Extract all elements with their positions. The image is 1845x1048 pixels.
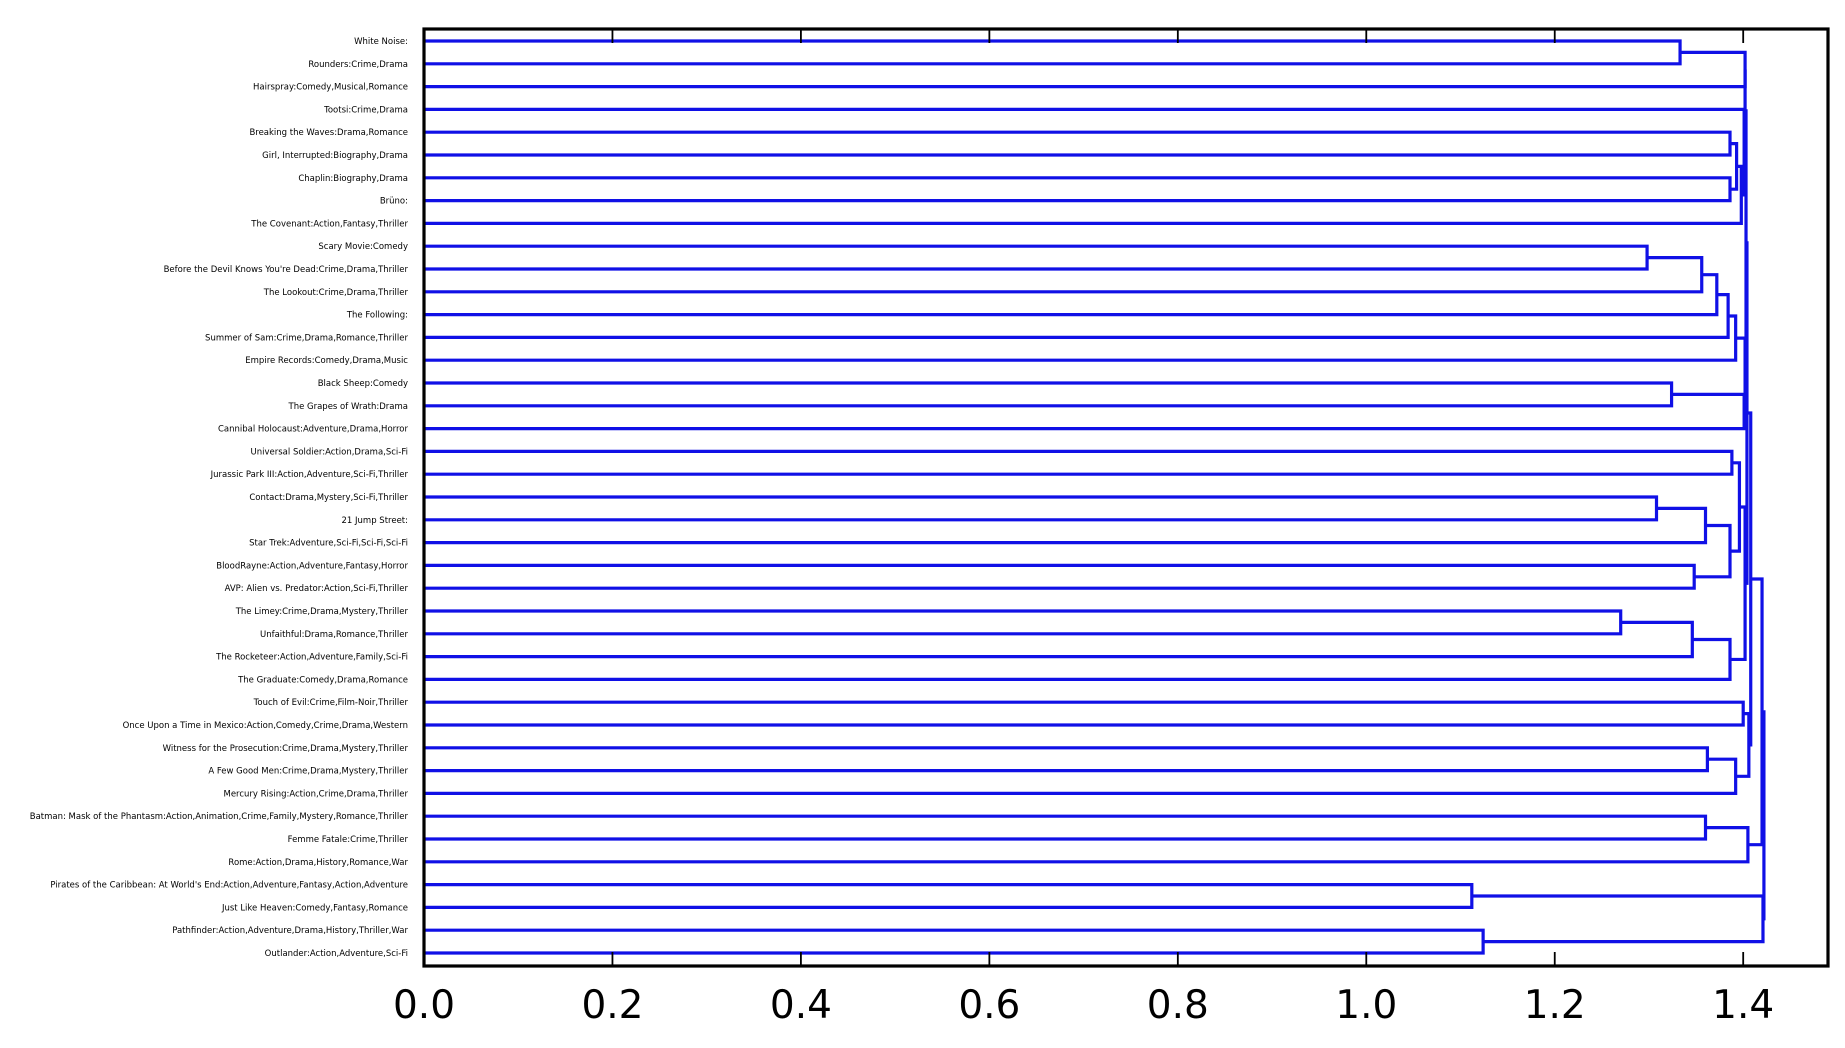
leaf-label: Summer of Sam:Crime,Drama,Romance,Thrill… xyxy=(205,333,408,343)
leaf-label: Breaking the Waves:Drama,Romance xyxy=(249,128,408,138)
dendrogram-link xyxy=(424,39,1682,66)
leaf-label: Brüno: xyxy=(380,197,408,207)
leaf-label: Batman: Mask of the Phantasm:Action,Anim… xyxy=(30,812,409,822)
leaf-labels: White Noise: Rounders:Crime,Drama Hairspra… xyxy=(30,37,409,959)
leaf-label: White Noise: xyxy=(354,37,408,47)
dendrogram-link xyxy=(1694,523,1732,579)
leaf-label: Femme Fatale:Crime,Thriller xyxy=(288,835,409,845)
leaf-label: Tootsi:Crime,Drama xyxy=(323,105,408,115)
dendrogram-link xyxy=(424,381,1674,408)
dendrogram-link xyxy=(424,563,1696,590)
leaf-label: Empire Records:Comedy,Drama,Music xyxy=(245,356,408,366)
leaf-label: Rounders:Crime,Drama xyxy=(308,60,408,70)
dendrogram-link xyxy=(424,757,1738,795)
dendrogram-link xyxy=(1747,577,1764,847)
leaf-label: Once Upon a Time in Mexico:Action,Comedy… xyxy=(123,721,408,731)
leaf-label: Chaplin:Biography,Drama xyxy=(298,174,408,184)
leaf-label: A Few Good Men:Crime,Drama,Mystery,Thril… xyxy=(208,767,408,777)
dendrogram-link xyxy=(1762,710,1766,921)
leaf-label: Universal Soldier:Action,Drama,Sci-Fi xyxy=(251,447,408,457)
x-axis-tick-labels: 0.0 0.2 0.4 0.6 0.8 1.0 1.2 1.4 xyxy=(393,983,1774,1028)
leaf-label: Girl, Interrupted:Biography,Drama xyxy=(262,151,408,161)
dendrogram-link xyxy=(424,928,1485,955)
x-tick-label: 1.2 xyxy=(1524,983,1586,1028)
dendrogram-link xyxy=(424,107,1746,197)
leaf-label: Witness for the Prosecution:Crime,Drama,… xyxy=(163,744,409,754)
dendrogram-link xyxy=(424,746,1709,773)
leaf-label: Hairspray:Comedy,Musical,Romance xyxy=(253,83,408,93)
leaf-label: The Lookout:Crime,Drama,Thriller xyxy=(263,288,409,298)
dendrogram-link xyxy=(1746,411,1753,747)
x-tick-label: 0.6 xyxy=(958,983,1020,1028)
leaf-label: AVP: Alien vs. Predator:Action,Sci-Fi,Th… xyxy=(225,584,409,594)
x-tick-label: 0.2 xyxy=(581,983,643,1028)
leaf-label: Black Sheep:Comedy xyxy=(318,379,408,389)
dendrogram-link xyxy=(424,244,1649,271)
dendrogram-link xyxy=(424,814,1708,841)
dendrogram-link xyxy=(424,164,1743,225)
x-axis-ticks xyxy=(423,29,1745,966)
leaf-label: 21 Jump Street: xyxy=(342,516,408,526)
dendrogram-link xyxy=(424,273,1719,317)
x-tick-label: 0.4 xyxy=(770,983,832,1028)
dendrogram-link xyxy=(424,256,1704,294)
dendrogram-link xyxy=(424,620,1694,659)
leaf-label: Rome:Action,Drama,History,Romance,War xyxy=(228,858,408,868)
dendrogram-link xyxy=(1730,505,1747,662)
dendrogram-link xyxy=(424,637,1732,681)
dendrogram-link xyxy=(424,392,1746,431)
x-tick-label: 0.0 xyxy=(393,983,455,1028)
leaf-label: Contact:Drama,Mystery,Sci-Fi,Thriller xyxy=(249,493,408,503)
leaf-label: Scary Movie:Comedy xyxy=(318,242,408,252)
leaf-label: Mercury Rising:Action,Crime,Drama,Thrill… xyxy=(223,789,408,799)
leaf-label: The Following: xyxy=(346,311,408,321)
leaf-label: The Rocketeer:Action,Adventure,Family,Sc… xyxy=(215,653,408,663)
dendrogram-link xyxy=(424,495,1659,522)
leaf-label: The Covenant:Action,Fantasy,Thriller xyxy=(250,219,408,229)
plot-frame xyxy=(422,27,1830,968)
leaf-label: The Graduate:Comedy,Drama,Romance xyxy=(237,675,408,685)
dendrogram-link xyxy=(424,700,1745,727)
leaf-label: Star Trek:Adventure,Sci-Fi,Sci-Fi,Sci-Fi xyxy=(249,539,408,549)
dendrogram-link xyxy=(1745,241,1749,585)
leaf-label: Pirates of the Caribbean: At World's End… xyxy=(50,881,408,891)
leaf-label: Before the Devil Knows You're Dead:Crime… xyxy=(164,265,409,275)
leaf-label: Touch of Evil:Crime,Film-Noir,Thriller xyxy=(253,698,409,708)
leaf-label: Pathfinder:Action,Adventure,Drama,Histor… xyxy=(172,926,408,936)
dendrogram-link xyxy=(424,506,1708,545)
leaf-label: Unfaithful:Drama,Romance,Thriller xyxy=(260,630,409,640)
dendrogram-link xyxy=(424,176,1732,203)
leaf-label: Outlander:Action,Adventure,Sci-Fi xyxy=(265,949,408,959)
leaf-label: Jurassic Park III:Action,Adventure,Sci-F… xyxy=(210,470,409,480)
dendrogram-link xyxy=(424,449,1734,476)
dendrogram-link xyxy=(424,130,1732,157)
dendrogram-links xyxy=(424,39,1766,955)
dendrogram-link xyxy=(1471,894,1765,944)
x-tick-label: 1.4 xyxy=(1712,983,1774,1028)
dendrogram-link xyxy=(424,609,1623,636)
leaf-label: The Grapes of Wrath:Drama xyxy=(288,402,409,412)
leaf-label: Just Like Heaven:Comedy,Fantasy,Romance xyxy=(221,903,408,913)
dendrogram-link xyxy=(424,50,1747,89)
dendrogram-link xyxy=(424,826,1750,864)
dendrogram-link xyxy=(424,883,1474,909)
leaf-label: Cannibal Holocaust:Adventure,Drama,Horro… xyxy=(218,425,409,435)
x-tick-label: 0.8 xyxy=(1147,983,1209,1028)
leaf-label: BloodRayne:Action,Adventure,Fantasy,Horr… xyxy=(216,561,408,571)
x-tick-label: 1.0 xyxy=(1335,983,1397,1028)
leaf-label: The Limey:Crime,Drama,Mystery,Thriller xyxy=(235,607,409,617)
